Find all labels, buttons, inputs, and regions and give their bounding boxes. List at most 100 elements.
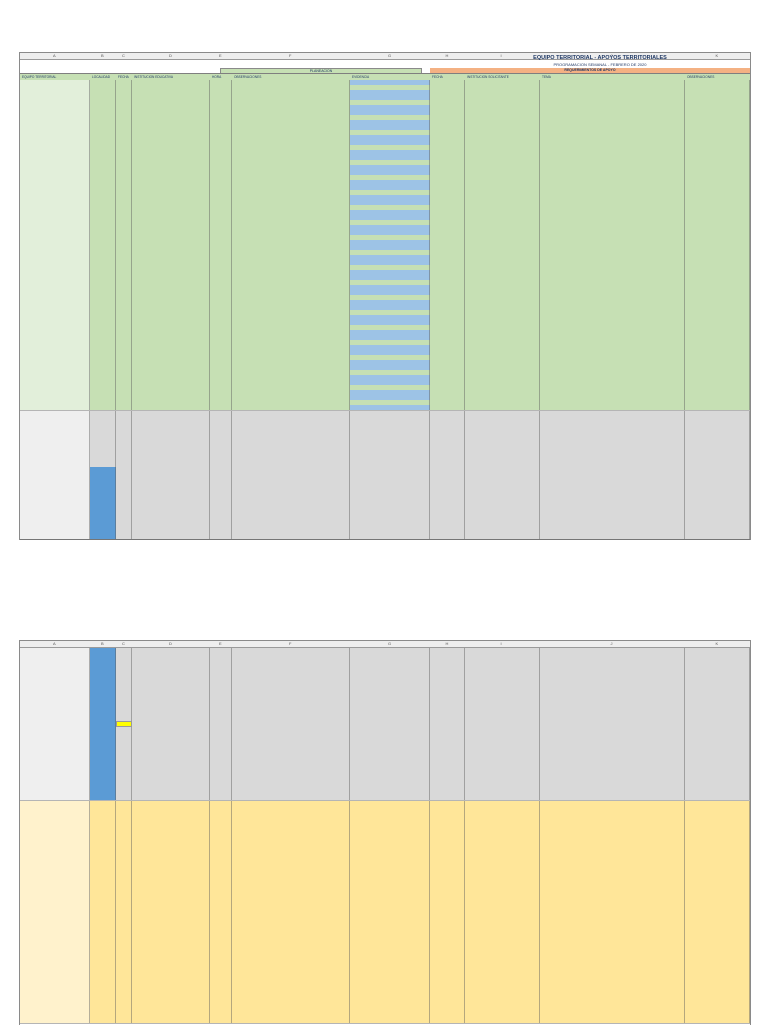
table-cell[interactable] <box>350 140 430 145</box>
table-cell[interactable] <box>430 150 465 155</box>
table-cell[interactable] <box>210 831 232 837</box>
table-cell[interactable] <box>210 125 232 130</box>
table-cell[interactable] <box>430 819 465 825</box>
table-cell[interactable] <box>685 776 750 784</box>
table-cell[interactable] <box>540 110 685 115</box>
table-cell[interactable] <box>116 400 132 405</box>
table-cell[interactable] <box>90 680 116 688</box>
table-cell[interactable] <box>430 680 465 688</box>
table-cell[interactable] <box>350 310 430 315</box>
table-cell[interactable] <box>430 760 465 768</box>
table-cell[interactable] <box>350 837 430 843</box>
table-cell[interactable] <box>132 969 210 975</box>
table-cell[interactable] <box>210 704 232 712</box>
table-cell[interactable] <box>685 696 750 704</box>
table-cell[interactable] <box>90 115 116 120</box>
table-cell[interactable] <box>540 993 685 999</box>
table-cell[interactable] <box>20 145 90 150</box>
table-cell[interactable] <box>465 85 540 90</box>
table-cell[interactable] <box>90 95 116 100</box>
table-cell[interactable] <box>116 672 132 680</box>
table-cell[interactable] <box>232 190 350 195</box>
table-cell[interactable] <box>116 909 132 915</box>
table-cell[interactable] <box>430 125 465 130</box>
table-cell[interactable] <box>20 305 90 310</box>
table-cell[interactable] <box>540 873 685 879</box>
table-cell[interactable] <box>232 85 350 90</box>
table-cell[interactable] <box>90 125 116 130</box>
table-cell[interactable] <box>210 205 232 210</box>
table-cell[interactable] <box>20 180 90 185</box>
table-cell[interactable] <box>350 155 430 160</box>
table-cell[interactable] <box>232 325 350 330</box>
table-cell[interactable] <box>350 1005 430 1011</box>
table-cell[interactable] <box>540 849 685 855</box>
table-cell[interactable] <box>132 993 210 999</box>
table-cell[interactable] <box>132 648 210 656</box>
table-cell[interactable] <box>132 120 210 125</box>
table-cell[interactable] <box>350 475 430 483</box>
table-cell[interactable] <box>540 280 685 285</box>
table-cell[interactable] <box>116 467 132 475</box>
table-cell[interactable] <box>90 240 116 245</box>
table-cell[interactable] <box>430 380 465 385</box>
table-cell[interactable] <box>90 85 116 90</box>
table-cell[interactable] <box>685 897 750 903</box>
table-cell[interactable] <box>430 951 465 957</box>
table-cell[interactable] <box>465 270 540 275</box>
table-cell[interactable] <box>132 305 210 310</box>
table-cell[interactable] <box>90 957 116 963</box>
table-cell[interactable] <box>116 855 132 861</box>
table-cell[interactable] <box>465 1011 540 1017</box>
table-cell[interactable] <box>116 712 132 720</box>
table-cell[interactable] <box>350 843 430 849</box>
table-cell[interactable] <box>20 507 90 515</box>
table-cell[interactable] <box>90 813 116 819</box>
table-cell[interactable] <box>210 688 232 696</box>
table-cell[interactable] <box>350 443 430 451</box>
table-cell[interactable] <box>465 165 540 170</box>
table-cell[interactable] <box>132 280 210 285</box>
table-cell[interactable] <box>210 801 232 807</box>
table-cell[interactable] <box>210 335 232 340</box>
table-cell[interactable] <box>465 419 540 427</box>
table-cell[interactable] <box>20 927 90 933</box>
table-cell[interactable] <box>132 195 210 200</box>
table-cell[interactable] <box>350 330 430 335</box>
table-cell[interactable] <box>90 837 116 843</box>
table-cell[interactable] <box>685 210 750 215</box>
table-cell[interactable] <box>90 531 116 539</box>
table-cell[interactable] <box>116 165 132 170</box>
table-cell[interactable] <box>20 861 90 867</box>
table-cell[interactable] <box>116 459 132 467</box>
table-cell[interactable] <box>232 160 350 165</box>
table-cell[interactable] <box>116 310 132 315</box>
table-cell[interactable] <box>350 405 430 410</box>
table-cell[interactable] <box>540 95 685 100</box>
table-cell[interactable] <box>210 849 232 855</box>
table-cell[interactable] <box>90 999 116 1005</box>
table-cell[interactable] <box>20 170 90 175</box>
table-cell[interactable] <box>20 768 90 776</box>
table-cell[interactable] <box>116 155 132 160</box>
table-cell[interactable] <box>90 499 116 507</box>
table-cell[interactable] <box>20 155 90 160</box>
table-cell[interactable] <box>210 855 232 861</box>
table-cell[interactable] <box>210 728 232 736</box>
table-cell[interactable] <box>465 335 540 340</box>
table-cell[interactable] <box>685 355 750 360</box>
table-cell[interactable] <box>132 831 210 837</box>
table-cell[interactable] <box>232 145 350 150</box>
table-cell[interactable] <box>132 957 210 963</box>
table-cell[interactable] <box>430 523 465 531</box>
table-cell[interactable] <box>465 443 540 451</box>
table-cell[interactable] <box>116 819 132 825</box>
table-cell[interactable] <box>430 270 465 275</box>
table-cell[interactable] <box>210 135 232 140</box>
table-cell[interactable] <box>132 933 210 939</box>
table-cell[interactable] <box>685 225 750 230</box>
table-cell[interactable] <box>685 230 750 235</box>
table-cell[interactable] <box>540 981 685 987</box>
table-cell[interactable] <box>210 819 232 825</box>
table-cell[interactable] <box>232 90 350 95</box>
